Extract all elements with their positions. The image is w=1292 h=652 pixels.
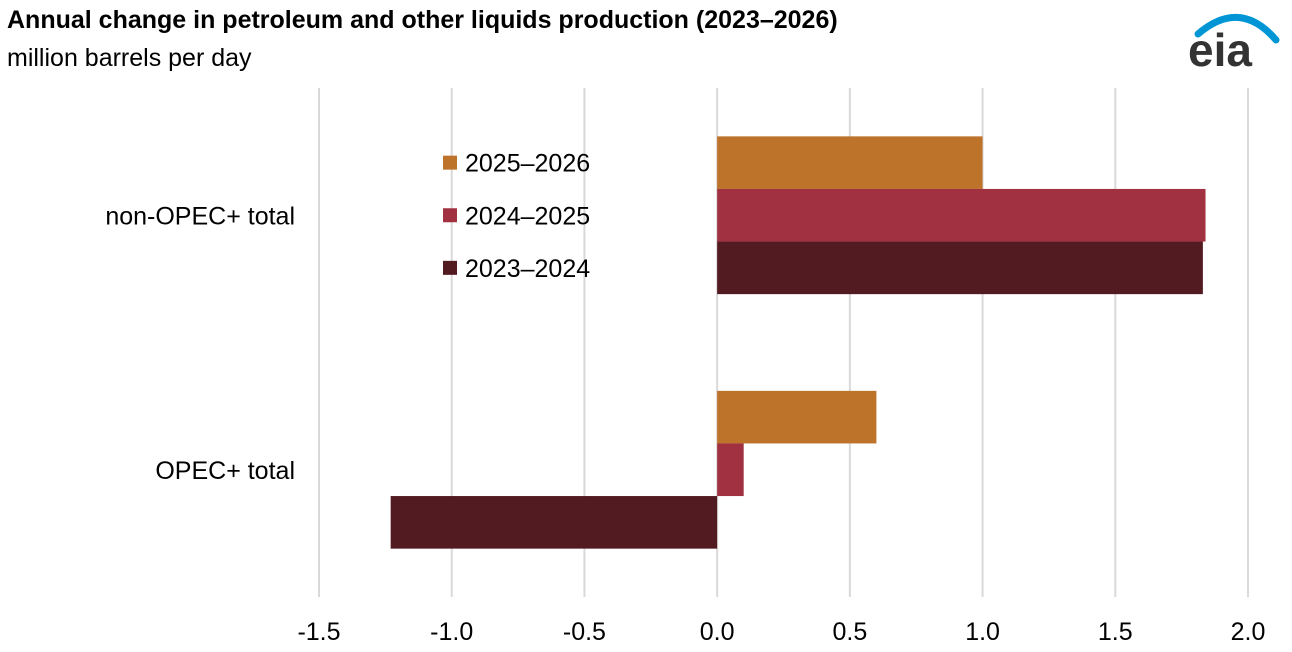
- x-tick-label: 0.5: [832, 618, 867, 646]
- bar: [717, 241, 1203, 295]
- category-labels: non-OPEC+ total OPEC+ total: [105, 202, 295, 485]
- bar: [717, 136, 983, 189]
- bars: [390, 136, 1206, 549]
- category-label: OPEC+ total: [155, 457, 295, 485]
- legend: 2025–2026 2024–2025 2023–2024: [443, 150, 590, 283]
- x-axis-tick-labels: -1.5 -1.0 -0.5 0.0 0.5 1.0 1.5 2.0: [297, 618, 1265, 646]
- eia-logo-text: eia: [1188, 24, 1252, 76]
- chart-title: Annual change in petroleum and other liq…: [7, 6, 838, 34]
- legend-swatch: [443, 260, 457, 275]
- eia-logo: eia: [1182, 4, 1282, 76]
- legend-label: 2024–2025: [465, 202, 590, 230]
- bar: [390, 496, 718, 549]
- x-tick-label: -1.5: [297, 618, 340, 646]
- legend-swatch: [443, 208, 457, 223]
- bar: [717, 443, 744, 497]
- legend-swatch: [443, 155, 457, 170]
- category-label: non-OPEC+ total: [105, 202, 295, 230]
- chart-subtitle: million barrels per day: [7, 44, 252, 72]
- x-tick-label: 0.0: [700, 618, 735, 646]
- x-tick-label: 1.0: [965, 618, 1000, 646]
- bar: [717, 188, 1206, 242]
- bar: [717, 390, 877, 444]
- x-tick-label: 1.5: [1098, 618, 1133, 646]
- eia-logo-arc: [1194, 14, 1280, 44]
- x-tick-label: -0.5: [563, 618, 606, 646]
- legend-label: 2025–2026: [465, 150, 590, 178]
- x-tick-label: 2.0: [1231, 618, 1266, 646]
- legend-label: 2023–2024: [465, 255, 590, 283]
- eia-logo-icon: eia: [1188, 14, 1280, 76]
- x-tick-label: -1.0: [430, 618, 473, 646]
